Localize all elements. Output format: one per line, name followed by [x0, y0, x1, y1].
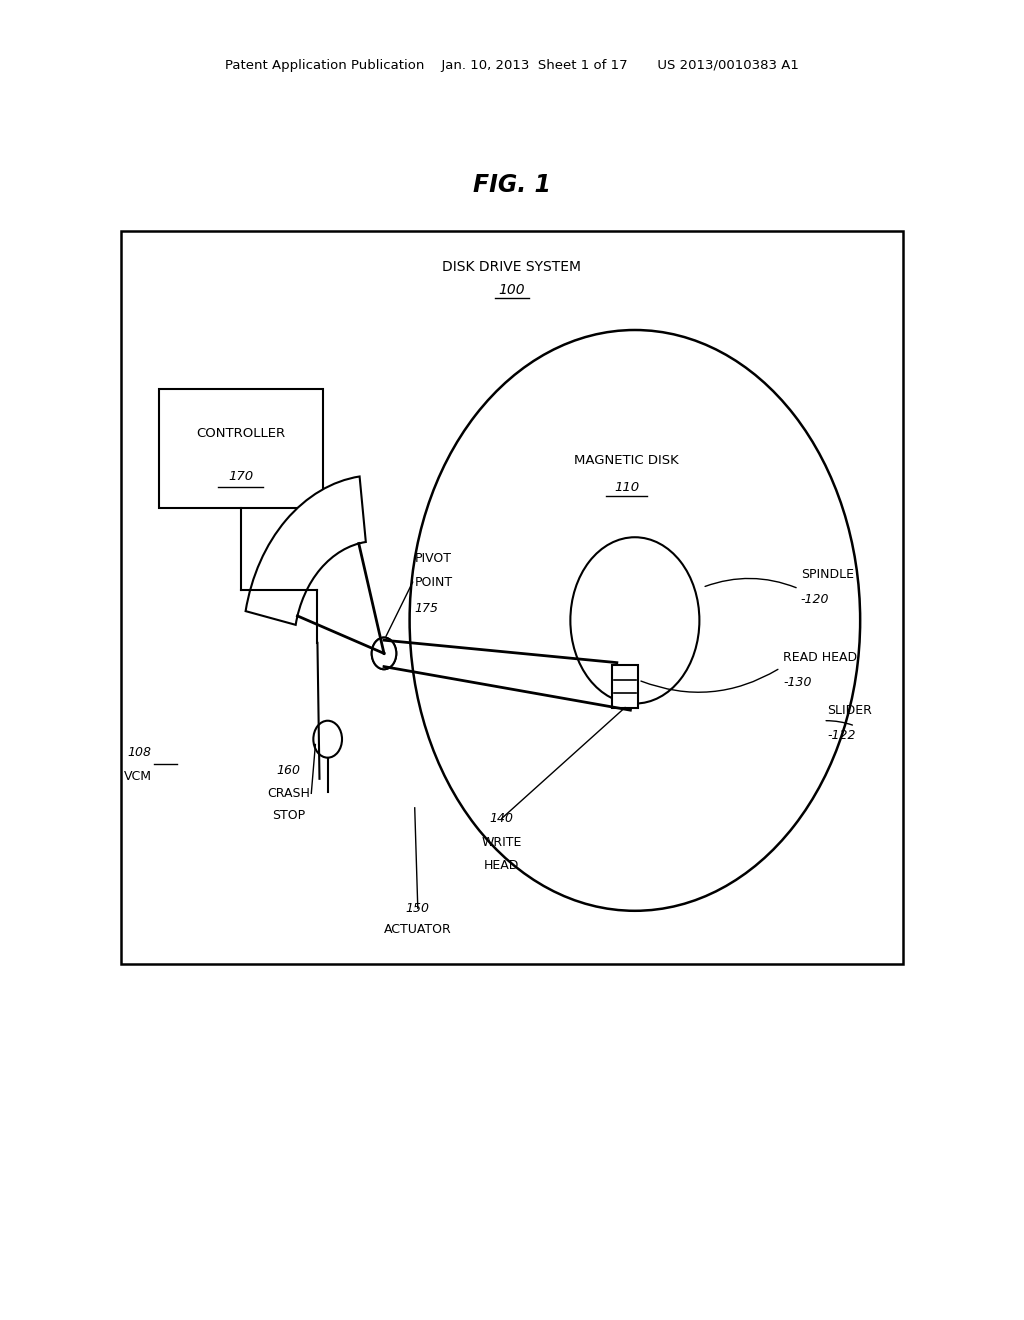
Bar — [159, 389, 323, 508]
Text: DISK DRIVE SYSTEM: DISK DRIVE SYSTEM — [442, 260, 582, 273]
Text: PIVOT: PIVOT — [415, 552, 452, 565]
Wedge shape — [246, 477, 366, 624]
Text: SPINDLE: SPINDLE — [801, 568, 854, 581]
Text: 170: 170 — [228, 470, 253, 483]
Text: POINT: POINT — [415, 576, 453, 589]
Text: FIG. 1: FIG. 1 — [473, 173, 551, 197]
Text: CRASH: CRASH — [267, 787, 310, 800]
Text: 100: 100 — [499, 284, 525, 297]
Text: VCM: VCM — [124, 770, 152, 783]
Bar — [121, 231, 903, 964]
Bar — [611, 665, 638, 708]
Circle shape — [313, 721, 342, 758]
Text: 110: 110 — [614, 480, 639, 494]
Text: STOP: STOP — [272, 809, 305, 822]
Text: ACTUATOR: ACTUATOR — [384, 923, 452, 936]
Text: -120: -120 — [801, 593, 829, 606]
Text: Patent Application Publication    Jan. 10, 2013  Sheet 1 of 17       US 2013/001: Patent Application Publication Jan. 10, … — [225, 59, 799, 73]
Text: MAGNETIC DISK: MAGNETIC DISK — [574, 454, 679, 467]
Text: 150: 150 — [406, 902, 430, 915]
Circle shape — [410, 330, 860, 911]
Text: 175: 175 — [415, 602, 438, 615]
Text: CONTROLLER: CONTROLLER — [196, 426, 286, 440]
Circle shape — [372, 638, 396, 669]
Text: SLIDER: SLIDER — [827, 704, 872, 717]
Circle shape — [372, 638, 396, 669]
Circle shape — [570, 537, 699, 704]
Text: HEAD: HEAD — [484, 859, 519, 873]
Text: -130: -130 — [783, 676, 812, 689]
Text: 108: 108 — [128, 746, 152, 759]
Text: 140: 140 — [489, 812, 514, 825]
Text: -122: -122 — [827, 729, 856, 742]
Text: WRITE: WRITE — [481, 836, 522, 849]
Text: READ HEAD: READ HEAD — [783, 651, 857, 664]
Text: 160: 160 — [276, 764, 301, 777]
